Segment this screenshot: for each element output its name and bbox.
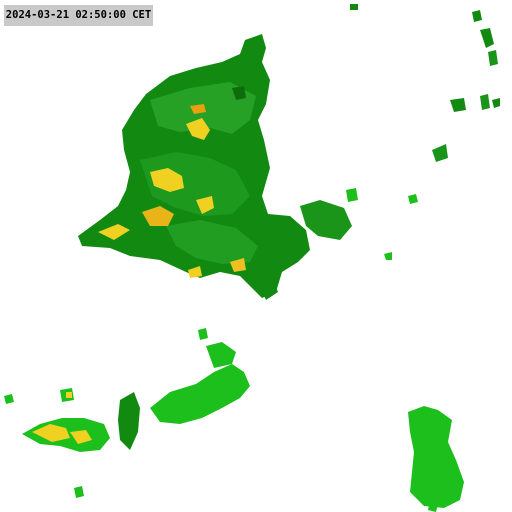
- rain-cell-southeast: [408, 406, 464, 512]
- rain-cell-central: [118, 328, 250, 450]
- timestamp-label: 2024-03-21 02:50:00 CET: [4, 5, 153, 26]
- rain-cell-southwest: [4, 388, 110, 498]
- heavy-rain-cells-north: [98, 104, 246, 278]
- rain-cell-north: [78, 34, 352, 298]
- rain-cells-northeast: [258, 4, 500, 300]
